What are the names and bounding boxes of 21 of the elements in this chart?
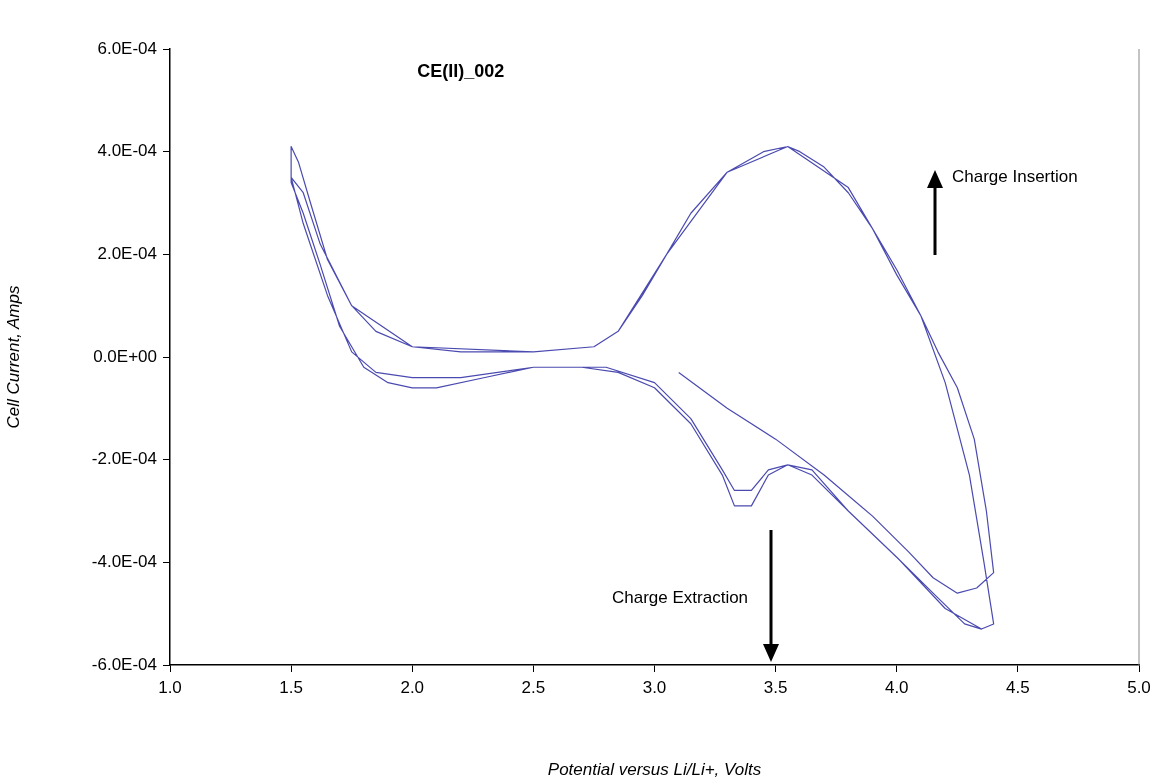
y-tick-label: -4.0E-04 (91, 552, 157, 572)
y-tick-label: -2.0E-04 (91, 449, 157, 469)
x-tick-label: 4.5 (1006, 677, 1030, 697)
x-tick-label: 3.0 (642, 677, 667, 697)
y-tick-label: 0.0E+00 (93, 346, 157, 366)
text: CE(II)_002 (417, 61, 505, 81)
y-tick-label: 2.0E-04 (97, 244, 157, 264)
x-tick-label: 4.0 (884, 677, 909, 697)
x-tick-label: 2.0 (400, 677, 425, 697)
y-axis-title: Cell Current, Amps (3, 285, 23, 429)
x-tick-label: 1.5 (279, 677, 303, 697)
annotation: Charge Extraction (612, 588, 749, 608)
y-tick-label: 6.0E-04 (97, 38, 157, 58)
x-axis-title: Potential versus Li/Li+, Volts (547, 759, 762, 779)
y-tick-label: -6.0E-04 (91, 654, 157, 674)
x-tick-label: 1.0 (158, 677, 182, 697)
annotation: Charge Insertion (952, 167, 1078, 187)
x-tick-label: 2.5 (521, 677, 546, 697)
x-tick-label: 5.0 (1127, 677, 1151, 697)
y-tick-label: 4.0E-04 (97, 141, 157, 161)
x-tick-label: 3.5 (763, 677, 788, 697)
